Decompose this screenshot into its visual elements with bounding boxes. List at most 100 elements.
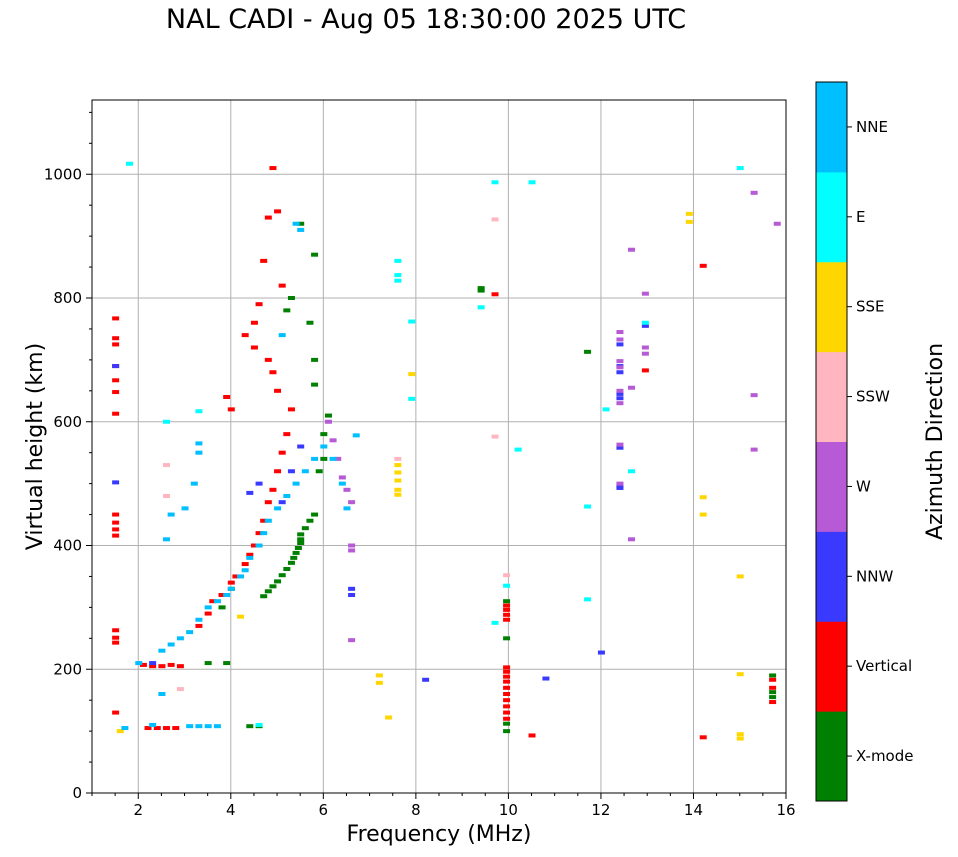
data-point [250, 543, 258, 548]
colorbar-segment [816, 441, 847, 532]
data-point [223, 593, 231, 597]
data-point [311, 357, 319, 362]
data-point [213, 599, 221, 604]
data-point [503, 704, 511, 709]
data-point [616, 388, 624, 393]
data-point [195, 724, 203, 729]
y-tick-label: 800 [53, 289, 82, 307]
data-point [348, 638, 356, 643]
data-point [195, 450, 203, 455]
data-point [641, 368, 649, 373]
data-point [528, 733, 536, 738]
data-point [264, 589, 272, 594]
data-point [287, 296, 295, 300]
data-point [278, 573, 286, 578]
data-point [320, 432, 328, 437]
data-point [491, 620, 499, 625]
data-point [769, 673, 777, 678]
data-point [750, 190, 758, 195]
y-tick-label: 0 [72, 784, 82, 802]
data-point [278, 283, 286, 288]
data-point [641, 345, 649, 350]
data-point [297, 227, 305, 232]
data-point [394, 478, 402, 483]
data-point [260, 531, 268, 536]
data-point [297, 537, 305, 542]
data-point [241, 568, 249, 573]
data-point [283, 432, 291, 437]
data-point [491, 434, 499, 439]
data-point [616, 365, 624, 370]
data-point [274, 469, 282, 474]
data-point [112, 411, 120, 416]
data-point [348, 593, 356, 597]
data-point [348, 500, 356, 505]
x-tick-label: 10 [499, 801, 518, 819]
data-point [195, 409, 203, 414]
data-point [149, 661, 157, 666]
data-point [163, 419, 171, 424]
data-point [223, 395, 231, 399]
data-point [503, 599, 511, 604]
data-point [204, 605, 212, 610]
x-tick-label: 16 [776, 801, 795, 819]
data-point [477, 286, 485, 291]
colorbar-segment [816, 531, 847, 622]
data-point [297, 444, 305, 449]
data-point [584, 349, 592, 354]
data-point [736, 166, 744, 171]
data-point [112, 364, 120, 369]
data-point [503, 603, 511, 608]
x-axis: 2 4 6 8 10 12 14 16 [91, 793, 796, 819]
data-point [616, 370, 624, 375]
data-point [195, 623, 203, 628]
data-point [287, 407, 295, 412]
y-tick-label: 400 [53, 537, 82, 555]
data-point [112, 336, 120, 341]
data-point [616, 481, 624, 486]
data-point [528, 180, 536, 185]
data-point [324, 419, 332, 424]
data-point [338, 475, 346, 480]
data-point [163, 463, 171, 468]
colorbar: X-mode Vertical NNW W SSW SSE E NNE [815, 81, 913, 802]
colorbar-label: Azimuth Direction [923, 343, 948, 540]
plot-frame [91, 99, 787, 794]
colorbar-segment [816, 261, 847, 353]
data-points [112, 161, 781, 741]
data-point [112, 628, 120, 633]
data-point [394, 456, 402, 461]
data-point [699, 512, 707, 517]
data-point [769, 690, 777, 695]
data-point [167, 662, 175, 667]
data-point [297, 532, 305, 537]
data-point [112, 378, 120, 383]
data-point [213, 724, 221, 729]
data-point [158, 664, 166, 669]
data-point [628, 247, 636, 252]
data-point [597, 650, 605, 655]
colorbar-segment [816, 351, 847, 442]
data-point [260, 258, 268, 263]
data-point [278, 500, 286, 505]
data-point [329, 438, 337, 443]
data-point [616, 445, 624, 450]
data-point [352, 433, 360, 438]
data-point [699, 263, 707, 268]
data-point [301, 469, 309, 474]
data-point [126, 161, 134, 166]
data-point [348, 586, 356, 591]
data-point [237, 574, 245, 579]
colorbar-tick-label: W [856, 477, 871, 495]
data-point [287, 469, 295, 474]
data-point [264, 357, 272, 362]
data-point [227, 580, 235, 585]
data-point [616, 359, 624, 364]
data-point [269, 584, 277, 589]
data-point [204, 724, 212, 729]
data-point [503, 665, 511, 670]
data-point [274, 579, 282, 584]
data-point [250, 345, 258, 350]
data-point [628, 537, 636, 542]
